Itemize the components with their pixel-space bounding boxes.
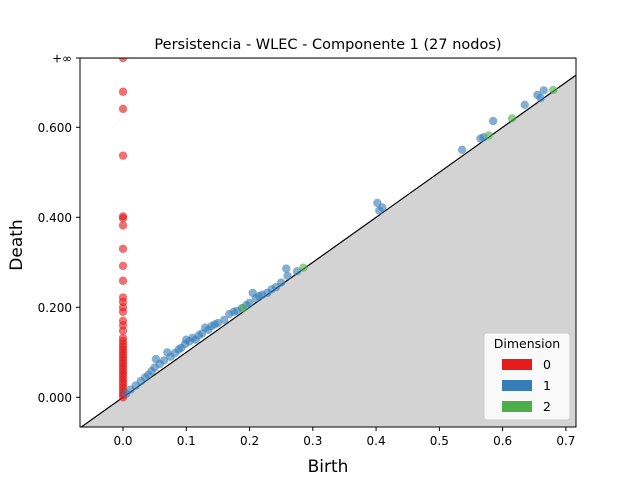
point-dim-2 <box>484 131 493 140</box>
point-dim-1 <box>213 318 223 328</box>
point-dim-1 <box>292 267 302 276</box>
y-tick-label: 0.200 <box>38 301 72 315</box>
point-dim-2 <box>549 85 558 95</box>
point-dim-1 <box>159 356 169 365</box>
point-dim-1 <box>520 100 529 110</box>
legend: Dimension 0 1 2 <box>483 332 571 421</box>
point-dim-1 <box>457 145 467 154</box>
x-tick-label: 0.5 <box>430 434 449 448</box>
point-dim-1 <box>245 298 254 307</box>
point-dim-2 <box>299 263 308 272</box>
point-dim-1 <box>276 278 286 287</box>
legend-swatch <box>502 401 532 412</box>
point-dim-1 <box>283 271 292 280</box>
point-dim-1 <box>378 203 387 212</box>
point-dim-2 <box>239 304 248 313</box>
point-dim-0 <box>118 244 128 253</box>
point-dim-0 <box>118 221 128 230</box>
plot-frame <box>79 57 577 428</box>
x-tick-label: 0.3 <box>303 434 322 448</box>
y-axis-title: Death <box>7 219 27 270</box>
legend-box <box>483 332 571 421</box>
x-tick-label: 0.7 <box>556 434 575 448</box>
point-dim-0 <box>118 261 128 271</box>
point-dim-2 <box>507 114 517 123</box>
point-dim-1 <box>220 315 229 325</box>
point-dim-1 <box>539 86 548 95</box>
x-tick-label: 0.4 <box>367 434 386 448</box>
point-dim-0 <box>118 58 128 63</box>
x-axis-title: Birth <box>308 457 349 477</box>
y-tick-label: 0.000 <box>38 391 72 405</box>
x-tick-label: 0.0 <box>113 434 132 448</box>
point-dim-0 <box>118 104 128 114</box>
y-tick-label: 0.400 <box>38 211 72 225</box>
point-dim-0 <box>118 276 128 285</box>
point-dim-1 <box>282 264 291 273</box>
legend-label: 1 <box>543 378 551 393</box>
legend-label: 2 <box>543 399 551 414</box>
point-dim-0 <box>118 326 128 335</box>
y-tick-label: 0.600 <box>38 121 72 135</box>
point-dim-0 <box>118 151 128 160</box>
legend-label: 0 <box>543 357 551 372</box>
chart-title: Persistencia - WLEC - Componente 1 (27 n… <box>154 37 501 53</box>
point-dim-0 <box>118 307 128 316</box>
point-dim-0 <box>118 87 128 96</box>
legend-swatch <box>502 359 532 370</box>
point-dim-1 <box>536 93 545 103</box>
x-tick-label: 0.6 <box>493 434 512 448</box>
point-dim-0 <box>118 214 128 223</box>
point-dim-1 <box>488 116 498 126</box>
y-tick-label: +∞ <box>52 52 72 66</box>
legend-title: Dimension <box>494 336 560 351</box>
legend-swatch <box>502 380 532 391</box>
x-tick-label: 0.1 <box>177 434 196 448</box>
x-tick-label: 0.2 <box>240 434 259 448</box>
